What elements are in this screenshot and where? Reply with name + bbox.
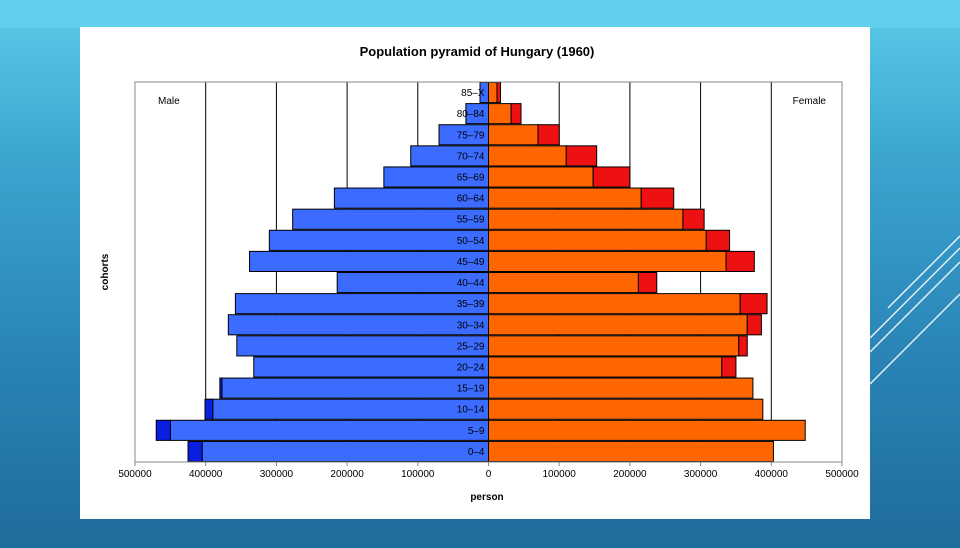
male-bar (236, 335, 489, 357)
x-tick-label: 400000 (189, 469, 223, 480)
male-bar (234, 293, 489, 315)
female-surplus-bar (705, 229, 731, 251)
female-bar (488, 272, 639, 294)
y-axis-title: cohorts (100, 253, 111, 290)
x-tick-label: 500000 (825, 469, 859, 480)
female-bar (488, 187, 642, 209)
female-bar (488, 166, 594, 188)
x-tick-label: 200000 (613, 469, 647, 480)
male-bar (212, 398, 490, 420)
female-surplus-bar (721, 356, 737, 378)
cohort-label: 0–4 (468, 447, 485, 458)
female-surplus-bar (746, 314, 762, 336)
cohort-label: 70–74 (457, 151, 485, 162)
female-surplus-bar (510, 103, 522, 125)
cohort-label: 55–59 (457, 215, 485, 226)
male-bar (227, 314, 489, 336)
male-label: Male (158, 96, 180, 107)
population-pyramid-chart: Population pyramid of Hungary (1960) 0–4… (100, 44, 859, 503)
x-tick-label: 100000 (401, 469, 435, 480)
cohort-label: 65–69 (457, 173, 485, 184)
female-bar (488, 314, 748, 336)
x-axis-title: person (470, 492, 503, 503)
female-bar (488, 82, 498, 104)
male-bar (268, 229, 489, 251)
female-bar (488, 208, 684, 230)
cohort-label: 35–39 (457, 299, 485, 310)
x-tick-label: 400000 (755, 469, 789, 480)
slide-top-band (0, 0, 960, 28)
cohort-label: 75–79 (457, 130, 485, 141)
x-tick-label: 100000 (543, 469, 577, 480)
male-surplus-bar (187, 440, 203, 462)
cohort-label: 25–29 (457, 341, 485, 352)
x-tick-layer: 500000 400000 300000 200000 100000 0 100000 200… (118, 462, 859, 480)
female-surplus-bar (592, 166, 631, 188)
female-surplus-bar (637, 272, 658, 294)
plot-frame (134, 81, 843, 463)
female-bar (488, 103, 512, 125)
cohort-label: 50–54 (457, 236, 485, 247)
x-tick-label: 200000 (330, 469, 364, 480)
x-tick-label: 0 (486, 469, 492, 480)
female-bar (488, 145, 567, 167)
cohort-label: 45–49 (457, 257, 485, 268)
male-surplus-bar (219, 377, 223, 399)
female-bar (488, 293, 741, 315)
deco-line (887, 235, 960, 309)
female-surplus-bar (640, 187, 675, 209)
male-surplus-bar (155, 419, 171, 441)
female-bar (488, 419, 806, 441)
female-bar (488, 377, 754, 399)
female-surplus-bar (537, 124, 560, 146)
female-label: Female (793, 96, 827, 107)
male-surplus-bar (204, 398, 214, 420)
male-bar (201, 440, 489, 462)
cohort-label: 80–84 (457, 109, 485, 120)
female-bar (488, 398, 764, 420)
female-bar (488, 229, 707, 251)
cohort-label: 10–14 (457, 405, 485, 416)
female-bar (488, 356, 723, 378)
deco-line (869, 261, 960, 353)
male-bar (249, 250, 489, 272)
cohort-label: 85–X (461, 88, 485, 99)
cohort-label: 15–19 (457, 384, 485, 395)
cohort-label: 30–34 (457, 320, 485, 331)
chart-title: Population pyramid of Hungary (1960) (360, 44, 595, 59)
chart-card: Population pyramid of Hungary (1960) 0–4… (80, 27, 870, 519)
female-bar (488, 440, 774, 462)
female-bar (488, 124, 539, 146)
female-surplus-bar (739, 293, 768, 315)
male-bar (253, 356, 489, 378)
female-surplus-bar (682, 208, 705, 230)
bar-layer (155, 82, 806, 462)
female-surplus-bar (738, 335, 748, 357)
female-bar (488, 250, 727, 272)
x-tick-label: 300000 (260, 469, 294, 480)
deco-line (869, 293, 960, 385)
female-surplus-bar (565, 145, 598, 167)
cohort-label: 60–64 (457, 194, 485, 205)
cohort-label: 40–44 (457, 278, 485, 289)
x-tick-label: 500000 (118, 469, 152, 480)
cohort-label: 20–24 (457, 363, 485, 374)
male-bar (221, 377, 489, 399)
female-bar (488, 335, 740, 357)
female-surplus-bar (725, 250, 755, 272)
x-tick-label: 300000 (684, 469, 718, 480)
cohort-label-layer: 0–4 5–9 10–14 15–19 20–24 25–29 30–34 35–39 40–4… (457, 88, 485, 458)
male-bar (169, 419, 489, 441)
female-surplus-bar (496, 82, 502, 104)
cohort-label: 5–9 (468, 426, 485, 437)
deco-line (869, 247, 960, 339)
